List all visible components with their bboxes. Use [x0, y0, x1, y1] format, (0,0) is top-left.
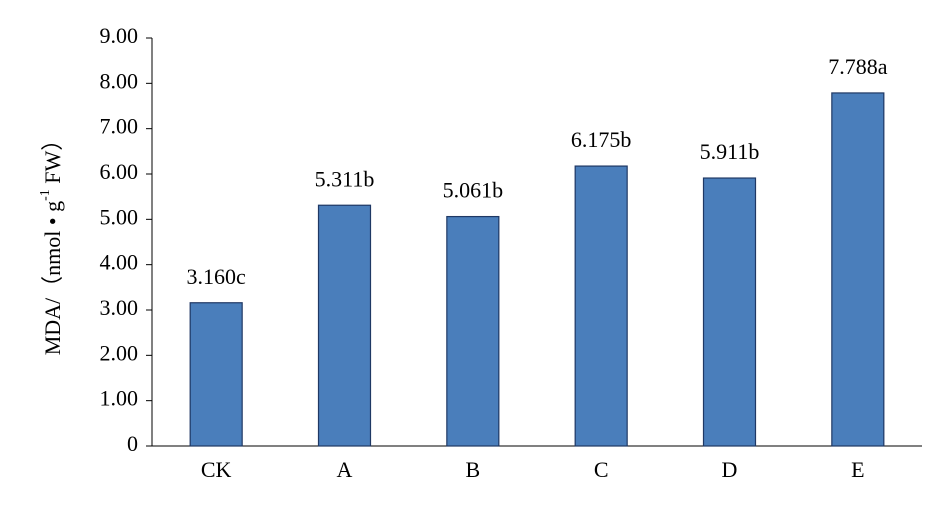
y-tick-label: 2.00: [100, 340, 139, 365]
y-tick-label: 7.00: [100, 114, 139, 139]
value-label: 7.788a: [828, 54, 888, 79]
value-label: 6.175b: [571, 127, 632, 152]
bar: [446, 215, 500, 447]
bar: [317, 204, 372, 447]
bar: [189, 302, 243, 447]
value-label: 5.911b: [700, 139, 760, 164]
y-axis-label: MDA/（nmol • g-1 FW）: [38, 129, 65, 356]
value-label: 5.311b: [315, 166, 375, 191]
y-tick-label: 4.00: [100, 250, 139, 275]
bar: [574, 165, 628, 447]
x-tick-label: D: [722, 457, 738, 482]
x-tick-label: CK: [201, 457, 232, 482]
y-axis-label-sup: -1: [38, 189, 53, 201]
y-tick-label: 1.00: [100, 386, 139, 411]
y-tick-label: 5.00: [100, 204, 139, 229]
x-tick-label: B: [465, 457, 480, 482]
x-tick-label: C: [594, 457, 609, 482]
bar: [831, 92, 885, 447]
value-label: 5.061b: [443, 178, 504, 203]
value-label: 3.160c: [187, 264, 247, 289]
bar: [702, 177, 757, 447]
y-tick-label: 8.00: [100, 68, 139, 93]
y-axis-label-part: MDA/（nmol • g: [40, 201, 65, 355]
y-tick-label: 3.00: [100, 295, 139, 320]
y-tick-label: 6.00: [100, 159, 139, 184]
y-tick-label: 9.00: [100, 23, 139, 48]
y-tick-label: 0: [127, 431, 138, 456]
y-axis-label-part: FW）: [40, 129, 65, 190]
x-tick-label: A: [337, 457, 353, 482]
x-tick-label: E: [851, 457, 864, 482]
